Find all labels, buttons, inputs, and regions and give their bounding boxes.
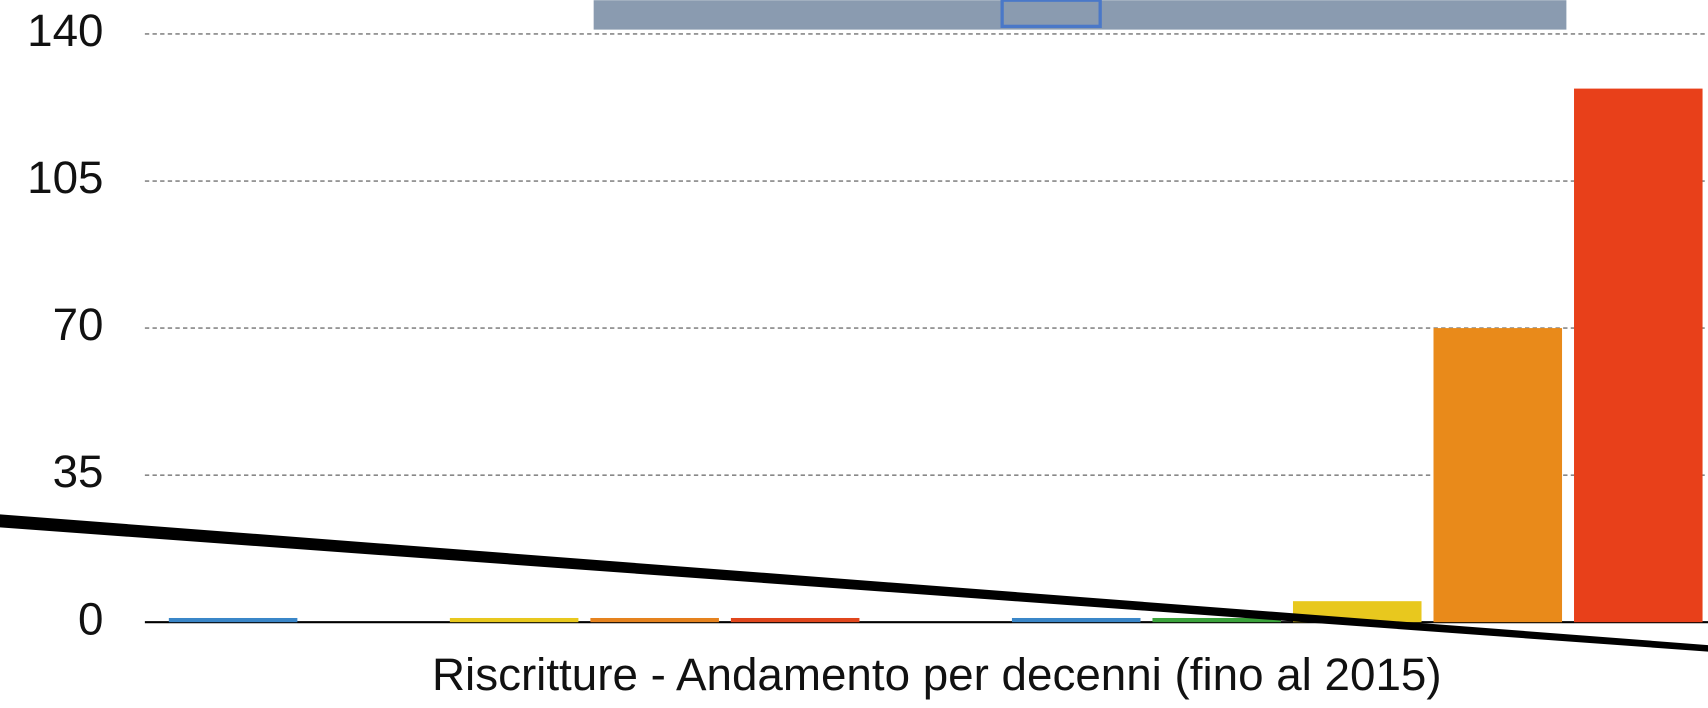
y-tick-label: 70 (53, 299, 104, 350)
bar (730, 617, 860, 623)
y-tick-label: 0 (78, 593, 103, 644)
bar (1574, 88, 1703, 623)
photo-detail (1000, 0, 1102, 28)
decorative-line (0, 514, 1708, 652)
bar (1152, 617, 1281, 623)
bar (449, 617, 579, 623)
y-tick-label: 140 (27, 5, 103, 56)
plot-area: 0 35 70 105 140 (27, 5, 1708, 644)
bar (168, 617, 298, 623)
y-tick-label: 35 (53, 446, 104, 497)
y-tick-label: 105 (27, 152, 103, 203)
chart-title: Riscritture - Andamento per decenni (fin… (432, 649, 1442, 700)
bar (1433, 328, 1563, 623)
bar (1011, 617, 1141, 623)
bar (590, 617, 719, 623)
